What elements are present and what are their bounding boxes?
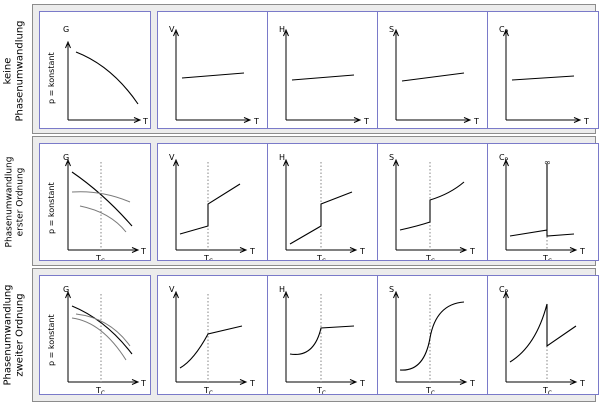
panel-g: G T p = konstant TC (39, 143, 151, 261)
panel-s: S T TC (377, 143, 489, 261)
svg-text:T: T (473, 117, 479, 126)
group-erster: G T p = konstant TC V T TC H T (32, 136, 599, 266)
svg-text:T: T (583, 117, 589, 126)
panel-h: H T TC (267, 275, 379, 395)
svg-text:TC: TC (203, 254, 213, 260)
svg-text:TC: TC (425, 386, 435, 394)
curve-h (291, 74, 355, 81)
svg-text:H: H (279, 285, 285, 294)
group-keine: G T p = konstant V T H T S T (32, 4, 599, 134)
axis-label-s: S (389, 25, 394, 34)
panel-v: V T TC (157, 143, 269, 261)
panel-cp: CP T ∞ TC (487, 143, 599, 261)
svg-text:H: H (279, 153, 285, 162)
curve-g-phase2 (71, 191, 131, 203)
svg-text:T: T (249, 247, 255, 256)
curve-v (181, 72, 245, 79)
svg-text:T: T (579, 247, 585, 256)
panel-s: S T (377, 11, 489, 129)
svg-text:S: S (389, 153, 394, 162)
curve-g (75, 51, 139, 105)
panel-cp: CP T (487, 11, 599, 129)
svg-text:T: T (359, 247, 365, 256)
panel-g: G T p = konstant (39, 11, 151, 129)
axis-label-v: V (169, 25, 175, 34)
axis-label-t: T (142, 117, 148, 126)
panel-s: S T TC (377, 275, 489, 395)
svg-text:T: T (140, 379, 146, 388)
group-zweiter: G T p = konstant TC V T TC H T (32, 268, 599, 402)
infinity-label: ∞ (544, 158, 551, 167)
panel-h: H T (267, 11, 379, 129)
row-label-erster: Phasenumwandlung erster Ordnung (4, 156, 25, 248)
panel-g: G T p = konstant TC (39, 275, 151, 395)
condition-label: p = konstant (47, 52, 56, 104)
svg-text:TC: TC (316, 386, 326, 394)
svg-text:T: T (253, 117, 259, 126)
curve-h (289, 191, 353, 245)
panel-v: V T TC (157, 275, 269, 395)
svg-text:V: V (169, 153, 175, 162)
axis-label-h: H (279, 25, 285, 34)
svg-text:TC: TC (203, 386, 213, 394)
axes (67, 44, 140, 121)
svg-text:p = konstant: p = konstant (47, 314, 56, 366)
svg-text:TC: TC (542, 386, 552, 394)
svg-text:G: G (63, 285, 69, 294)
svg-text:T: T (579, 379, 585, 388)
curve-s (401, 72, 465, 82)
svg-text:G: G (63, 153, 69, 162)
curve-h (289, 325, 355, 356)
curve-s (399, 181, 465, 231)
svg-text:T: T (249, 379, 255, 388)
svg-text:T: T (140, 247, 146, 256)
row-label-keine: keine Phasenumwandlung (3, 20, 27, 122)
tc-label: TC (95, 254, 105, 260)
svg-text:CP: CP (499, 285, 509, 296)
svg-text:TC: TC (95, 386, 105, 394)
curve-cp (509, 164, 575, 237)
svg-text:TC: TC (542, 254, 552, 260)
curve-g-phase1 (71, 171, 133, 227)
panel-h: H T TC (267, 143, 379, 261)
curve-v (179, 183, 241, 235)
curve-s (399, 301, 465, 371)
curve-g (71, 305, 133, 355)
svg-text:CP: CP (499, 153, 509, 164)
curve-cp (511, 75, 575, 81)
svg-text:S: S (389, 285, 394, 294)
svg-text:V: V (169, 285, 175, 294)
curve-v (179, 325, 243, 369)
axis-label-g: G (63, 25, 69, 34)
curve-cp (509, 303, 577, 363)
svg-text:T: T (469, 247, 475, 256)
svg-text:T: T (363, 117, 369, 126)
svg-text:TC: TC (425, 254, 435, 260)
svg-text:p = konstant: p = konstant (47, 182, 56, 234)
svg-text:T: T (359, 379, 365, 388)
axis-label-cp: CP (499, 25, 509, 36)
svg-text:TC: TC (316, 254, 326, 260)
row-label-zweiter: Phasenumwandlung zweiter Ordnung (3, 284, 27, 386)
panel-v: V T (157, 11, 269, 129)
panel-cp: CP T TC (487, 275, 599, 395)
svg-text:T: T (469, 379, 475, 388)
